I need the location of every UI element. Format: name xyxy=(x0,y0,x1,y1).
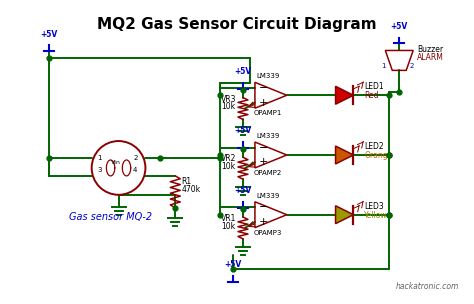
Text: Orange: Orange xyxy=(365,151,392,160)
Text: 3: 3 xyxy=(98,167,102,173)
Text: −: − xyxy=(259,143,268,153)
Text: R1: R1 xyxy=(181,177,191,186)
Text: 1: 1 xyxy=(98,155,102,161)
Text: 10k: 10k xyxy=(221,222,235,231)
Text: Buzzer: Buzzer xyxy=(417,46,443,54)
Text: LM339: LM339 xyxy=(256,133,279,139)
Text: 4: 4 xyxy=(133,167,137,173)
Text: Yellow: Yellow xyxy=(365,211,388,220)
Text: 470k: 470k xyxy=(181,185,201,194)
Text: LED2: LED2 xyxy=(365,142,384,151)
Text: 10k: 10k xyxy=(221,102,235,112)
Text: Gas sensor MQ-2: Gas sensor MQ-2 xyxy=(69,212,152,222)
Text: 2: 2 xyxy=(133,155,137,161)
Text: +5V: +5V xyxy=(224,261,242,269)
Text: LM339: LM339 xyxy=(256,193,279,199)
Text: +: + xyxy=(259,157,268,167)
Text: VR2: VR2 xyxy=(221,154,237,163)
Text: 1: 1 xyxy=(382,63,386,69)
Polygon shape xyxy=(336,86,354,104)
Text: +: + xyxy=(259,98,268,108)
Text: VR1: VR1 xyxy=(221,214,237,223)
Text: OPAMP2: OPAMP2 xyxy=(254,170,282,176)
Text: OPAMP3: OPAMP3 xyxy=(254,230,282,236)
Text: Red: Red xyxy=(365,91,379,100)
Text: +: + xyxy=(259,217,268,227)
Text: +5V: +5V xyxy=(234,67,252,76)
Text: Vin: Vin xyxy=(110,160,120,165)
Text: MQ2 Gas Sensor Circuit Diagram: MQ2 Gas Sensor Circuit Diagram xyxy=(97,17,377,32)
Text: +5V: +5V xyxy=(234,186,252,195)
Text: +5V: +5V xyxy=(234,126,252,135)
Polygon shape xyxy=(336,146,354,164)
Text: 2: 2 xyxy=(409,63,414,69)
Text: VR3: VR3 xyxy=(221,95,237,103)
Text: 10k: 10k xyxy=(221,162,235,171)
Text: −: − xyxy=(259,202,268,212)
Text: LED1: LED1 xyxy=(365,82,384,91)
Text: OPAMP1: OPAMP1 xyxy=(254,110,282,116)
Text: hackatronic.com: hackatronic.com xyxy=(396,282,459,291)
Text: LED3: LED3 xyxy=(365,202,384,211)
Text: LM339: LM339 xyxy=(256,73,279,79)
Polygon shape xyxy=(336,206,354,224)
Text: +5V: +5V xyxy=(40,29,57,39)
Text: ALARM: ALARM xyxy=(417,54,444,62)
Text: −: − xyxy=(259,83,268,93)
Text: +5V: +5V xyxy=(391,22,408,31)
